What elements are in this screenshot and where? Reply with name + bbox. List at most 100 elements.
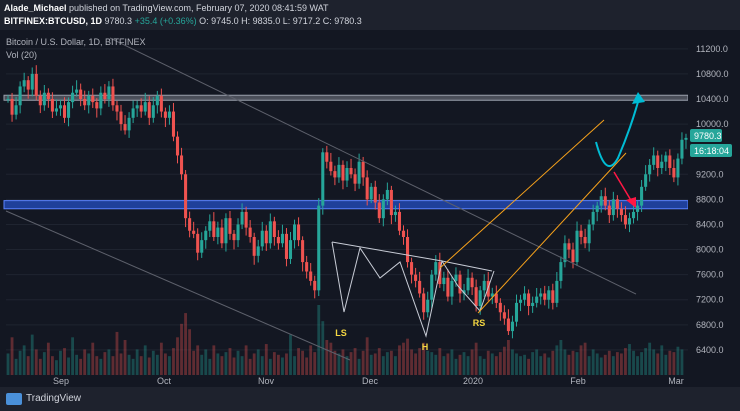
volume-bar bbox=[599, 357, 603, 375]
candle-body bbox=[664, 155, 668, 162]
candle-body bbox=[450, 280, 454, 297]
chart-legend: Bitcoin / U.S. Dollar, 1D, BITFINEX Vol … bbox=[6, 36, 146, 62]
volume-bar bbox=[466, 356, 470, 375]
price-tag: 9780.3 bbox=[690, 129, 722, 142]
candles bbox=[6, 65, 688, 339]
candle-body bbox=[414, 274, 418, 281]
candle-body bbox=[127, 117, 131, 131]
candle-body bbox=[510, 321, 514, 332]
volume-bar bbox=[6, 353, 10, 375]
zone-band bbox=[3, 94, 689, 101]
candle-body bbox=[167, 111, 171, 118]
candle-body bbox=[543, 293, 547, 300]
volume-bar bbox=[361, 350, 365, 375]
candle-body bbox=[518, 299, 523, 303]
candle-body bbox=[333, 171, 337, 178]
volume-bar bbox=[123, 340, 127, 375]
volume-bar bbox=[240, 356, 244, 375]
candle-body bbox=[353, 174, 357, 184]
drawings bbox=[5, 37, 645, 361]
candle-body bbox=[135, 105, 139, 109]
volume-bar bbox=[87, 353, 91, 375]
volume-bar bbox=[490, 353, 494, 375]
candle-body bbox=[143, 102, 147, 112]
candle-body bbox=[34, 73, 38, 96]
candle-body bbox=[10, 99, 14, 115]
candle-body bbox=[603, 196, 607, 206]
volume-bar bbox=[624, 348, 627, 375]
volume-bar bbox=[607, 350, 611, 375]
volume-bar bbox=[474, 342, 478, 375]
volume-bar bbox=[115, 331, 119, 375]
candle-body bbox=[482, 280, 486, 291]
y-tick-label: 8000.0 bbox=[696, 245, 724, 255]
candle-body bbox=[514, 302, 519, 322]
volume-bar bbox=[196, 345, 200, 375]
candle-body bbox=[345, 168, 349, 181]
y-axis[interactable]: 6400.0 6800.0 7200.0 7600.0 8000.0 8400.0 8800… bbox=[688, 30, 740, 387]
candle-body bbox=[79, 89, 83, 99]
volume-bar bbox=[34, 349, 38, 375]
y-tick-label: 7600.0 bbox=[696, 270, 724, 280]
x-axis[interactable]: Sep Oct Nov Dec 2020 Feb Mar bbox=[0, 375, 740, 387]
volume-bar bbox=[329, 342, 333, 375]
candle-body bbox=[240, 211, 244, 225]
volume-bar bbox=[180, 323, 183, 375]
volume-bar bbox=[385, 352, 389, 375]
volume-bar bbox=[212, 345, 216, 375]
candle-body bbox=[377, 202, 381, 219]
volume-bar bbox=[95, 356, 99, 375]
volume-bar bbox=[83, 349, 87, 375]
volume-bar bbox=[418, 348, 422, 375]
tradingview-logo-icon[interactable] bbox=[6, 393, 22, 405]
candle-body bbox=[75, 89, 79, 93]
candle-body bbox=[272, 221, 276, 237]
volume-bar bbox=[353, 348, 357, 375]
ohlc-values: O: 9745.0 H: 9835.0 L: 9717.2 C: 9780.3 bbox=[199, 16, 362, 26]
candle-body bbox=[680, 139, 684, 159]
footer-brand[interactable]: TradingView bbox=[26, 393, 82, 404]
volume-bar bbox=[523, 354, 526, 375]
candle-body bbox=[22, 80, 26, 87]
volume-bar bbox=[276, 354, 280, 375]
author-name[interactable]: Alade_Michael bbox=[4, 3, 67, 13]
volume-bar bbox=[256, 349, 260, 375]
volume-bar bbox=[502, 346, 506, 375]
candle-body bbox=[151, 105, 155, 118]
price-chart[interactable]: 6400.0 6800.0 7200.0 7600.0 8000.0 8400.0 8800… bbox=[0, 30, 740, 387]
candle-body bbox=[268, 221, 272, 244]
volume-bar bbox=[79, 358, 83, 375]
candle-body bbox=[539, 293, 543, 297]
candle-body bbox=[506, 318, 510, 332]
volume-bar bbox=[55, 360, 58, 375]
volume-bar bbox=[192, 350, 196, 375]
candle-body bbox=[474, 287, 478, 306]
volume-bar bbox=[632, 350, 635, 375]
volume-bar bbox=[119, 353, 123, 375]
symbol-label[interactable]: BITFINEX:BTCUSD, 1D bbox=[4, 16, 103, 26]
candle-body bbox=[200, 240, 204, 253]
candle-body bbox=[107, 86, 111, 99]
candle-body bbox=[99, 92, 103, 109]
candle-body bbox=[470, 277, 474, 288]
volume-bar bbox=[168, 356, 171, 375]
volume-bar bbox=[410, 349, 413, 375]
x-tick-label: Feb bbox=[570, 376, 586, 386]
candle-body bbox=[418, 280, 422, 294]
volume-bar bbox=[406, 338, 409, 375]
volume-bar bbox=[402, 342, 405, 375]
volume-bar bbox=[248, 358, 252, 375]
volume-bar bbox=[188, 329, 192, 375]
volume-bar bbox=[470, 349, 474, 375]
candle-body bbox=[293, 224, 297, 241]
candle-body bbox=[83, 99, 87, 106]
candle-body bbox=[180, 155, 184, 175]
volume-bar bbox=[511, 349, 514, 375]
candle-body bbox=[478, 290, 482, 306]
volume-bar bbox=[652, 349, 656, 375]
y-tick-label: 10400.0 bbox=[696, 94, 729, 104]
volume-bar bbox=[232, 357, 236, 375]
candle-body bbox=[623, 215, 627, 225]
volume-bar bbox=[244, 345, 248, 375]
volume-bar bbox=[297, 348, 300, 375]
